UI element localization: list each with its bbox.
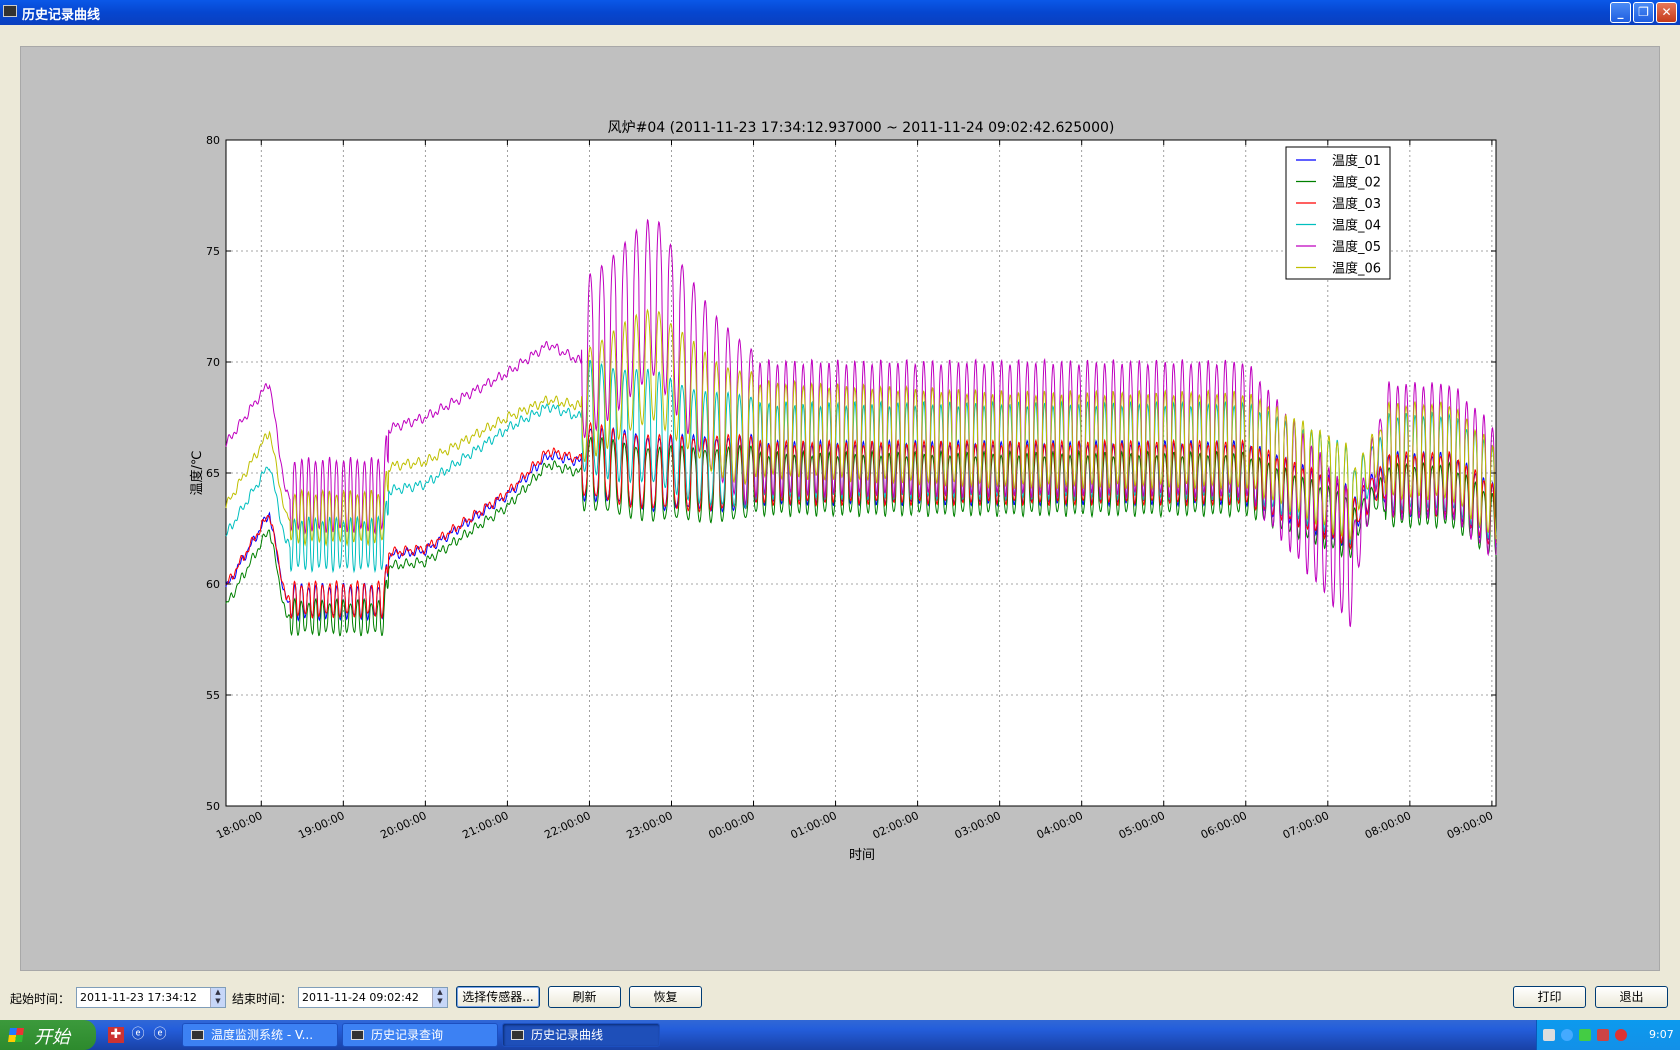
end-time-label: 结束时间： <box>232 992 293 1006</box>
controls-bar: 起始时间： 2011-11-23 17:34:12 ▲ ▼ 结束时间： 2011-… <box>0 984 1680 1014</box>
window-icon <box>511 1030 524 1040</box>
keyboard-icon[interactable] <box>1543 1029 1555 1041</box>
chart-title: 风炉#04 (2011-11-23 17:34:12.937000 ~ 2011… <box>608 120 1115 136</box>
end-time-input[interactable]: 2011-11-24 09:02:42 ▲ ▼ <box>298 987 448 1008</box>
window-title: 历史记录曲线 <box>22 8 101 23</box>
y-tick-label: 75 <box>206 245 220 258</box>
start-time-value: 2011-11-23 17:34:12 <box>80 991 197 1004</box>
y-tick-label: 55 <box>206 689 220 702</box>
start-time-spinner[interactable]: ▲ ▼ <box>210 988 225 1007</box>
windows-logo-icon <box>8 1028 24 1042</box>
legend-box <box>1285 146 1391 280</box>
y-tick-label: 65 <box>206 467 220 480</box>
legend: 温度_01 温度_02 温度_03 温度_04 温度_05 温度_06 <box>1285 146 1391 280</box>
task-history-curve[interactable]: 历史记录曲线 <box>502 1023 660 1047</box>
x-tick-label: 02:00:00 <box>871 809 921 842</box>
legend-entry: 温度_01 <box>1332 153 1381 169</box>
x-tick-label: 01:00:00 <box>789 809 839 842</box>
clock: 9:07 <box>1649 1028 1674 1041</box>
restore-button[interactable]: 恢复 <box>629 986 702 1008</box>
window-icon <box>191 1030 204 1040</box>
y-tick-label: 50 <box>206 800 220 813</box>
taskbar: 开始 ✚ ⓔ ⓔ 温度监测系统 - V... 历史记录查询 历史记录曲线 9:0… <box>0 1020 1680 1050</box>
arrow-icon[interactable] <box>1561 1029 1573 1041</box>
minimize-button[interactable]: _ <box>1610 2 1631 23</box>
app-icon <box>3 5 17 17</box>
series-line-6 <box>225 308 1497 547</box>
x-tick-label: 06:00:00 <box>1199 809 1249 842</box>
end-time-spinner[interactable]: ▲ ▼ <box>432 988 447 1007</box>
start-button[interactable]: 开始 <box>0 1020 96 1050</box>
task-temperature-system[interactable]: 温度监测系统 - V... <box>182 1023 338 1047</box>
quicklaunch-app-icon[interactable]: ✚ <box>108 1027 124 1043</box>
title-bar: 历史记录曲线 _ ❐ ✕ <box>0 0 1680 25</box>
refresh-button[interactable]: 刷新 <box>548 986 621 1008</box>
maximize-button[interactable]: ❐ <box>1633 2 1654 23</box>
task-label: 历史记录查询 <box>371 1028 444 1042</box>
legend-entry: 温度_06 <box>1332 261 1381 277</box>
task-label: 历史记录曲线 <box>531 1028 604 1042</box>
x-tick-label: 04:00:00 <box>1035 809 1085 842</box>
legend-entry: 温度_02 <box>1332 175 1381 191</box>
x-tick-label: 00:00:00 <box>707 809 757 842</box>
series-line-3 <box>225 421 1497 620</box>
temperature-chart: 50 55 60 65 70 75 80 18:00:00 19:00:00 20:00:00 21… <box>189 120 1497 863</box>
x-tick-label: 05:00:00 <box>1117 809 1167 842</box>
legend-entry: 温度_05 <box>1332 239 1381 255</box>
select-sensor-button[interactable]: 选择传感器... <box>456 986 540 1008</box>
x-tick-label: 23:00:00 <box>624 809 674 842</box>
task-history-query[interactable]: 历史记录查询 <box>342 1023 498 1047</box>
exit-button[interactable]: 退出 <box>1595 986 1668 1008</box>
x-tick-label: 21:00:00 <box>460 809 510 842</box>
series-line-2 <box>225 436 1497 637</box>
start-time-label: 起始时间： <box>10 992 71 1006</box>
shield-icon[interactable] <box>1615 1029 1627 1041</box>
y-tick-label: 60 <box>206 578 220 591</box>
y-axis-label: 温度/℃ <box>189 451 205 496</box>
x-tick-label: 18:00:00 <box>214 809 264 842</box>
x-tick-label: 19:00:00 <box>296 809 346 842</box>
window-icon <box>351 1030 364 1040</box>
task-label: 温度监测系统 - V... <box>211 1028 314 1042</box>
start-label: 开始 <box>34 1027 70 1048</box>
ie-browser-alt-icon[interactable]: ⓔ <box>153 1027 167 1042</box>
close-button[interactable]: ✕ <box>1656 2 1677 23</box>
security-icon[interactable] <box>1597 1029 1609 1041</box>
x-tick-label: 03:00:00 <box>953 809 1003 842</box>
end-time-value: 2011-11-24 09:02:42 <box>302 991 419 1004</box>
y-tick-label: 70 <box>206 356 220 369</box>
print-button[interactable]: 打印 <box>1513 986 1586 1008</box>
x-tick-label: 09:00:00 <box>1445 809 1495 842</box>
legend-entry: 温度_04 <box>1332 218 1381 234</box>
chart-panel: 50 55 60 65 70 75 80 18:00:00 19:00:00 20:00:00 21… <box>20 46 1660 971</box>
ie-browser-icon[interactable]: ⓔ <box>131 1027 145 1042</box>
start-time-input[interactable]: 2011-11-23 17:34:12 ▲ ▼ <box>76 987 226 1008</box>
x-tick-label: 22:00:00 <box>542 809 592 842</box>
legend-entry: 温度_03 <box>1332 196 1381 212</box>
network-icon[interactable] <box>1579 1029 1591 1041</box>
y-tick-label: 80 <box>206 134 220 147</box>
system-tray: 9:07 <box>1536 1020 1680 1050</box>
x-tick-label: 20:00:00 <box>378 809 428 842</box>
x-tick-label: 07:00:00 <box>1281 809 1331 842</box>
x-axis-label: 时间 <box>849 848 875 863</box>
x-tick-label: 08:00:00 <box>1363 809 1413 842</box>
